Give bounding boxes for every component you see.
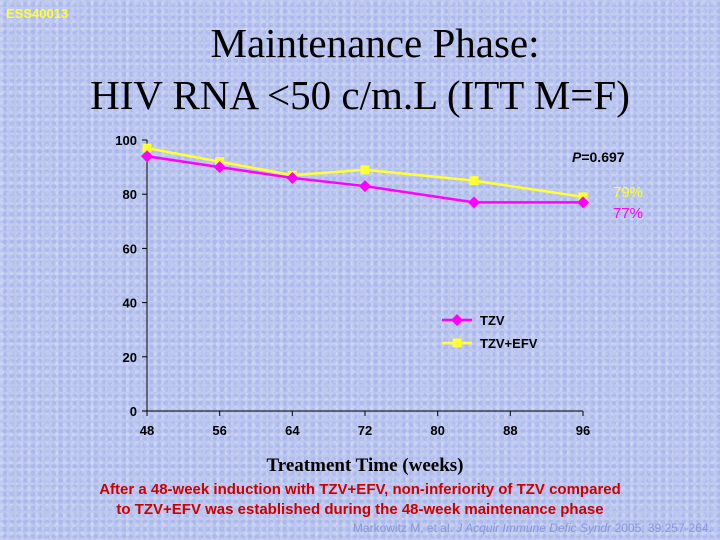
slide-title-line2: HIV RNA <50 c/m.L (ITT M=F) (90, 72, 630, 118)
y-tick-label: 100 (115, 133, 137, 148)
citation-authors: Markowitz M, et al. (352, 521, 457, 535)
x-tick-label: 88 (503, 423, 517, 438)
data-point-tzv-efv (142, 143, 152, 153)
caption-line1: After a 48-week induction with TZV+EFV, … (99, 481, 621, 498)
x-tick-label: 48 (140, 423, 154, 438)
x-tick-label: 56 (212, 423, 226, 438)
x-tick-label: 72 (358, 423, 372, 438)
data-point-tzv (577, 196, 589, 209)
x-tick-label: 96 (576, 423, 590, 438)
citation-journal: J Acquir Immune Defic Syndr (456, 521, 612, 535)
citation-rest: 2005; 39:257-264. (611, 521, 712, 535)
slide-caption: After a 48-week induction with TZV+EFV, … (0, 480, 720, 520)
data-point-tzv (141, 150, 153, 163)
x-tick-label: 80 (430, 423, 444, 438)
data-point-tzv (468, 196, 480, 209)
x-axis-title: Treatment Time (weeks) (267, 455, 464, 476)
p-value-symbol: P (572, 149, 582, 165)
end-label-tzv-efv: 79% (613, 184, 643, 201)
legend-label-tzv: TZV (480, 313, 505, 328)
study-id: ESS40013 (6, 6, 69, 21)
y-tick-label: 0 (130, 404, 137, 419)
x-tick-label: 64 (285, 423, 300, 438)
data-point-tzv-efv (360, 165, 370, 175)
y-tick-label: 80 (123, 187, 137, 202)
end-label-tzv: 77% (613, 205, 643, 222)
data-point-tzv (359, 180, 371, 193)
y-tick-label: 40 (123, 296, 137, 311)
series-line-tzv (146, 155, 583, 204)
y-tick-label: 20 (123, 350, 137, 365)
series-line-tzv-efv (146, 146, 584, 199)
data-point-tzv (451, 314, 463, 326)
data-point-tzv-efv (452, 338, 462, 348)
citation: Markowitz M, et al. J Acquir Immune Defi… (353, 521, 712, 535)
p-value-label: P=0.697 (572, 149, 625, 165)
y-tick-label: 60 (123, 241, 137, 256)
legend-label-tzv-efv: TZV+EFV (480, 336, 538, 351)
data-point-tzv (286, 171, 299, 184)
data-point-tzv-efv (469, 176, 479, 186)
p-value-number: =0.697 (581, 149, 624, 165)
data-point-tzv (213, 161, 226, 174)
slide-title-line1: Maintenance Phase: (210, 20, 540, 66)
line-chart: 0 20 40 60 80 100 48 56 64 72 80 88 96 Treatment Time… (115, 133, 643, 476)
caption-line2: to TZV+EFV was established during the 48… (116, 501, 604, 518)
